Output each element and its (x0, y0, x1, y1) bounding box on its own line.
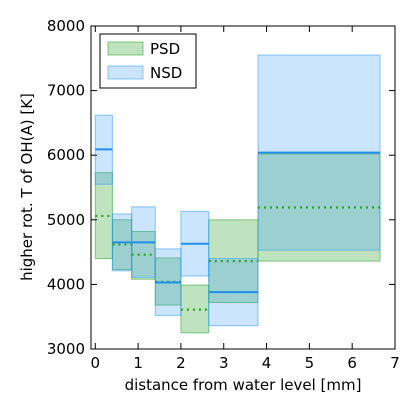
x-tick-label-3: 3 (219, 354, 229, 372)
y-tick-label-3000: 3000 (47, 340, 85, 358)
y-tick-label-5000: 5000 (47, 211, 85, 229)
psd-band-0 (94, 172, 113, 260)
y-tick-label-7000: 7000 (47, 82, 85, 100)
legend-label-nsd: NSD (150, 64, 182, 82)
x-tick-label-0: 0 (91, 354, 101, 372)
y-tick-label-8000: 8000 (47, 17, 85, 35)
axis-ticks (91, 25, 396, 350)
y-tick-label-6000: 6000 (47, 146, 85, 164)
legend-swatch-psd (107, 41, 144, 56)
psd-band-5 (208, 219, 259, 303)
x-axis-label: distance from water level [mm] (125, 376, 362, 394)
y-tick-label-4000: 4000 (47, 275, 85, 293)
x-tick-label-5: 5 (305, 354, 315, 372)
x-tick-label-7: 7 (390, 354, 400, 372)
legend-swatch-nsd (107, 65, 144, 80)
y-axis-label: higher rot. T of OH(A) [K] (18, 93, 36, 281)
legend: PSD NSD (99, 33, 197, 89)
x-tick-label-6: 6 (347, 354, 357, 372)
plot-frame (90, 25, 396, 350)
y-tick-labels: 3000 4000 5000 6000 7000 8000 (47, 17, 85, 358)
x-tick-labels: 0 1 2 3 4 5 6 7 (91, 354, 400, 372)
x-tick-label-2: 2 (176, 354, 186, 372)
mean-lines (95, 148, 381, 311)
legend-label-psd: PSD (150, 40, 180, 58)
x-tick-label-4: 4 (262, 354, 272, 372)
x-tick-label-1: 1 (133, 354, 143, 372)
